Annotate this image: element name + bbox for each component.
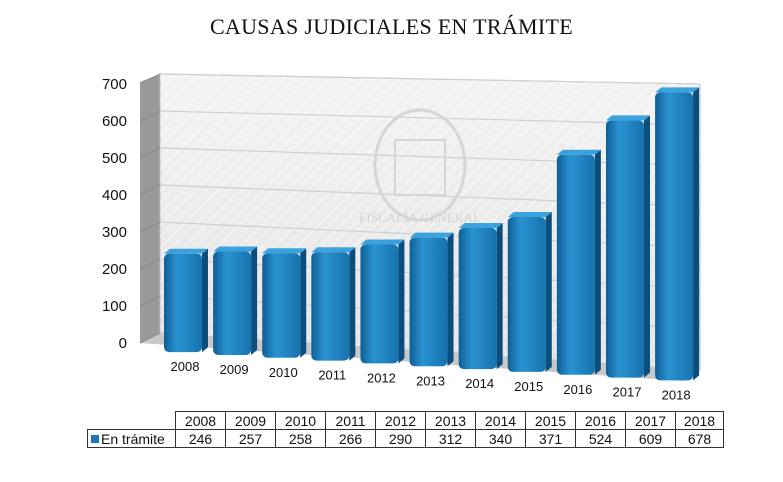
data-table-series-row: En trámite 246 257 258 266 290 312 340 371 524 60… — [87, 429, 724, 448]
table-value-cell: 340 — [475, 429, 526, 448]
x-tick-label: 2011 — [318, 368, 346, 383]
side-gridline — [139, 332, 161, 344]
side-gridline — [139, 221, 161, 233]
side-gridline — [139, 147, 161, 159]
bar — [605, 115, 650, 378]
data-table-header-row: 2008 2009 2010 2011 2012 2013 2014 2015 2016 2017… — [88, 411, 724, 430]
y-tick-label: 700 — [102, 76, 127, 93]
bar — [655, 87, 700, 381]
y-tick-label: 500 — [102, 150, 127, 167]
bar — [213, 246, 258, 355]
x-tick-label: 2016 — [563, 382, 592, 397]
bar — [507, 212, 552, 372]
table-value-cell: 371 — [525, 429, 576, 448]
table-header-cell: 2014 — [475, 411, 526, 430]
table-value-cell: 609 — [625, 429, 676, 448]
side-gridline — [139, 110, 161, 122]
x-tick-label: 2010 — [269, 365, 298, 380]
table-header-cell: 2011 — [325, 411, 376, 430]
y-tick-label: 600 — [102, 113, 127, 130]
x-tick-label: 2017 — [613, 385, 642, 400]
table-value-cell: 246 — [175, 429, 226, 448]
x-tick-label: 2012 — [367, 370, 396, 385]
bar — [556, 149, 601, 375]
x-tick-label: 2018 — [662, 387, 691, 402]
y-tick-label: 400 — [102, 187, 127, 204]
legend-entry: En trámite — [87, 429, 176, 448]
watermark-text: FISCALÍA GENERAL — [359, 210, 481, 225]
side-gridline — [139, 258, 161, 270]
table-header-cell: 2008 — [175, 411, 226, 430]
side-wall — [140, 74, 160, 343]
y-tick-label: 100 — [102, 298, 127, 315]
table-value-cell: 524 — [575, 429, 626, 448]
watermark-seal-shape — [373, 108, 467, 222]
side-gridline — [139, 295, 161, 307]
data-table: 2008 2009 2010 2011 2012 2013 2014 2015 2016 2017… — [87, 411, 724, 448]
chart-title: CAUSAS JUDICIALES EN TRÁMITE — [209, 14, 574, 39]
bar — [262, 248, 307, 358]
table-header-cell: 2013 — [425, 411, 476, 430]
side-gridline — [139, 73, 161, 85]
table-value-cell: 312 — [425, 429, 476, 448]
gridline — [159, 73, 701, 85]
table-value-cell: 678 — [675, 429, 724, 448]
table-header-cell: 2016 — [575, 411, 626, 430]
bar — [458, 223, 503, 370]
table-value-cell: 266 — [325, 429, 376, 448]
series-name: En trámite — [101, 430, 165, 447]
x-tick-label: 2009 — [220, 362, 249, 377]
y-tick-label: 0 — [119, 335, 127, 352]
y-tick-label: 200 — [102, 261, 127, 278]
side-gridline — [139, 184, 161, 196]
x-tick-label: 2008 — [171, 359, 200, 374]
table-header-cell: 2009 — [225, 411, 276, 430]
table-value-cell: 258 — [275, 429, 326, 448]
bar — [164, 248, 208, 353]
table-value-cell: 290 — [375, 429, 426, 448]
table-header-cell: 2017 — [625, 411, 676, 430]
bar — [360, 239, 405, 364]
table-header-cell: 2010 — [275, 411, 326, 430]
table-header-cell: 2018 — [675, 411, 724, 430]
table-header-cell: 2012 — [375, 411, 426, 430]
y-tick-label: 300 — [102, 224, 127, 241]
watermark-seal: FISCALÍA GENERAL — [359, 108, 481, 225]
legend-swatch — [91, 434, 99, 443]
x-tick-label: 2015 — [514, 379, 543, 394]
watermark-seal-shield — [394, 139, 446, 196]
table-value-cell: 257 — [225, 429, 276, 448]
table-header-cell: 2015 — [525, 411, 576, 430]
bar — [311, 247, 356, 361]
x-tick-label: 2014 — [465, 376, 494, 391]
bar — [409, 232, 454, 367]
x-tick-label: 2013 — [416, 373, 445, 388]
